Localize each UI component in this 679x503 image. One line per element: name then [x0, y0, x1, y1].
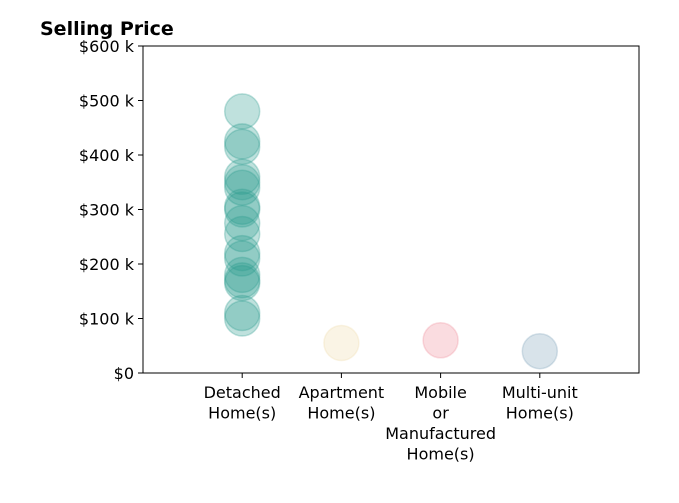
data-point — [223, 164, 261, 201]
y-tick-label: $300 k — [79, 201, 135, 220]
x-tick-label: Multi-unit Home(s) — [502, 383, 578, 423]
plot-frame — [142, 45, 640, 374]
y-axis: $0 $100 k $200 k $300 k $400 k $500 k $600 k — [79, 37, 143, 383]
x-tick-label-line: Home(s) — [307, 404, 375, 423]
x-tick-label: Detached Home(s) — [204, 383, 281, 423]
x-axis: Detached Home(s)Apartment Home(s)Mobile or M… — [204, 373, 578, 464]
chart-title: Selling Price — [40, 18, 174, 40]
x-tick-label-line: Mobile — [414, 383, 466, 402]
data-point — [223, 191, 261, 228]
data-point — [223, 294, 261, 332]
data-point — [521, 332, 559, 370]
x-tick-label-line: Home(s) — [208, 404, 276, 423]
x-tick-label-line: Home(s) — [407, 445, 475, 464]
plot-area — [223, 93, 559, 370]
data-point — [223, 123, 261, 160]
data-point — [223, 215, 261, 253]
x-tick-label-line: Home(s) — [506, 404, 574, 423]
y-tick-label: $400 k — [79, 146, 135, 165]
x-tick-label: Mobile or Manufactured Home(s) — [385, 383, 496, 464]
data-point — [223, 264, 261, 302]
data-point — [223, 169, 261, 206]
y-tick-label: $200 k — [79, 255, 135, 274]
x-tick-label-line: or — [432, 404, 449, 423]
x-tick-label-line: Multi-unit — [502, 383, 578, 402]
data-point — [223, 300, 261, 337]
data-point — [223, 158, 261, 196]
data-point — [223, 240, 261, 277]
data-point — [223, 262, 261, 299]
x-tick-label-line: Manufactured — [385, 424, 496, 443]
y-tick-label: $500 k — [79, 92, 135, 111]
y-tick-label: $600 k — [79, 37, 135, 56]
data-point — [323, 324, 360, 362]
x-tick-label: Apartment Home(s) — [299, 383, 385, 423]
data-point — [223, 234, 261, 272]
x-tick-label-line: Apartment — [299, 383, 385, 402]
y-tick-label: $0 — [114, 364, 134, 383]
y-tick-label: $100 k — [79, 310, 135, 329]
data-point — [223, 93, 261, 130]
data-point — [223, 128, 261, 166]
x-tick-label-line: Detached — [204, 383, 281, 402]
data-point — [223, 188, 261, 226]
data-point — [422, 322, 459, 359]
data-point — [223, 256, 261, 294]
data-point — [223, 204, 261, 242]
